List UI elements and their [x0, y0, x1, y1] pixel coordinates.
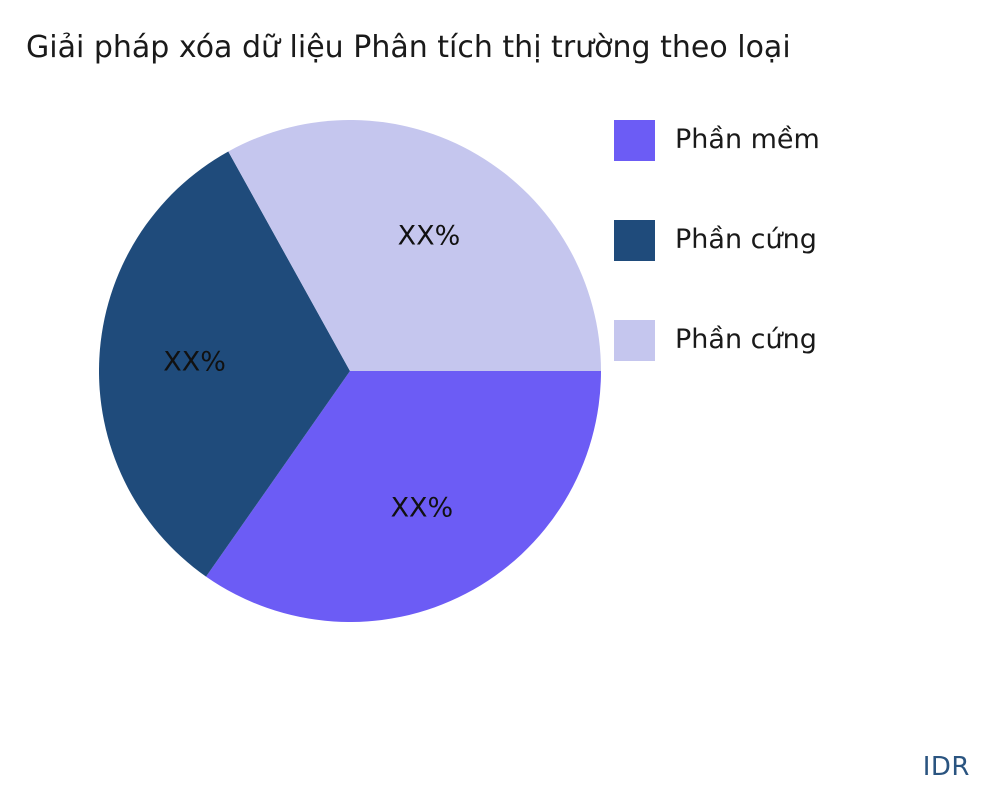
- chart-legend: Phần mềm Phần cứng Phần cứng: [614, 118, 944, 418]
- legend-item-1[interactable]: Phần cứng: [614, 218, 944, 318]
- slice-label-phan-mem: XX%: [391, 493, 454, 524]
- legend-item-label: Phần cứng: [675, 224, 817, 255]
- legend-item-2[interactable]: Phần cứng: [614, 318, 944, 418]
- pie-svg: XX% XX% XX%: [99, 120, 601, 622]
- pie-plot-area: XX% XX% XX%: [99, 120, 601, 622]
- pie-slice-phan-mem[interactable]: [206, 371, 601, 622]
- legend-item-0[interactable]: Phần mềm: [614, 118, 944, 218]
- watermark-idr: IDR: [922, 752, 970, 782]
- pie-slices: [99, 120, 601, 622]
- slice-label-phan-cung-light: XX%: [398, 220, 461, 251]
- legend-color-swatch-icon: [614, 120, 655, 161]
- chart-title: Giải pháp xóa dữ liệu Phân tích thị trườ…: [26, 30, 791, 65]
- pie-slice-phan-cung-light[interactable]: [228, 120, 601, 371]
- pie-slice-phan-cung-dark[interactable]: [99, 151, 350, 577]
- pie-slice-labels: XX% XX% XX%: [163, 220, 460, 523]
- legend-item-label: Phần cứng: [675, 324, 817, 355]
- legend-color-swatch-icon: [614, 320, 655, 361]
- legend-item-label: Phần mềm: [675, 124, 820, 155]
- slice-label-phan-cung-dark: XX%: [163, 346, 226, 377]
- legend-color-swatch-icon: [614, 220, 655, 261]
